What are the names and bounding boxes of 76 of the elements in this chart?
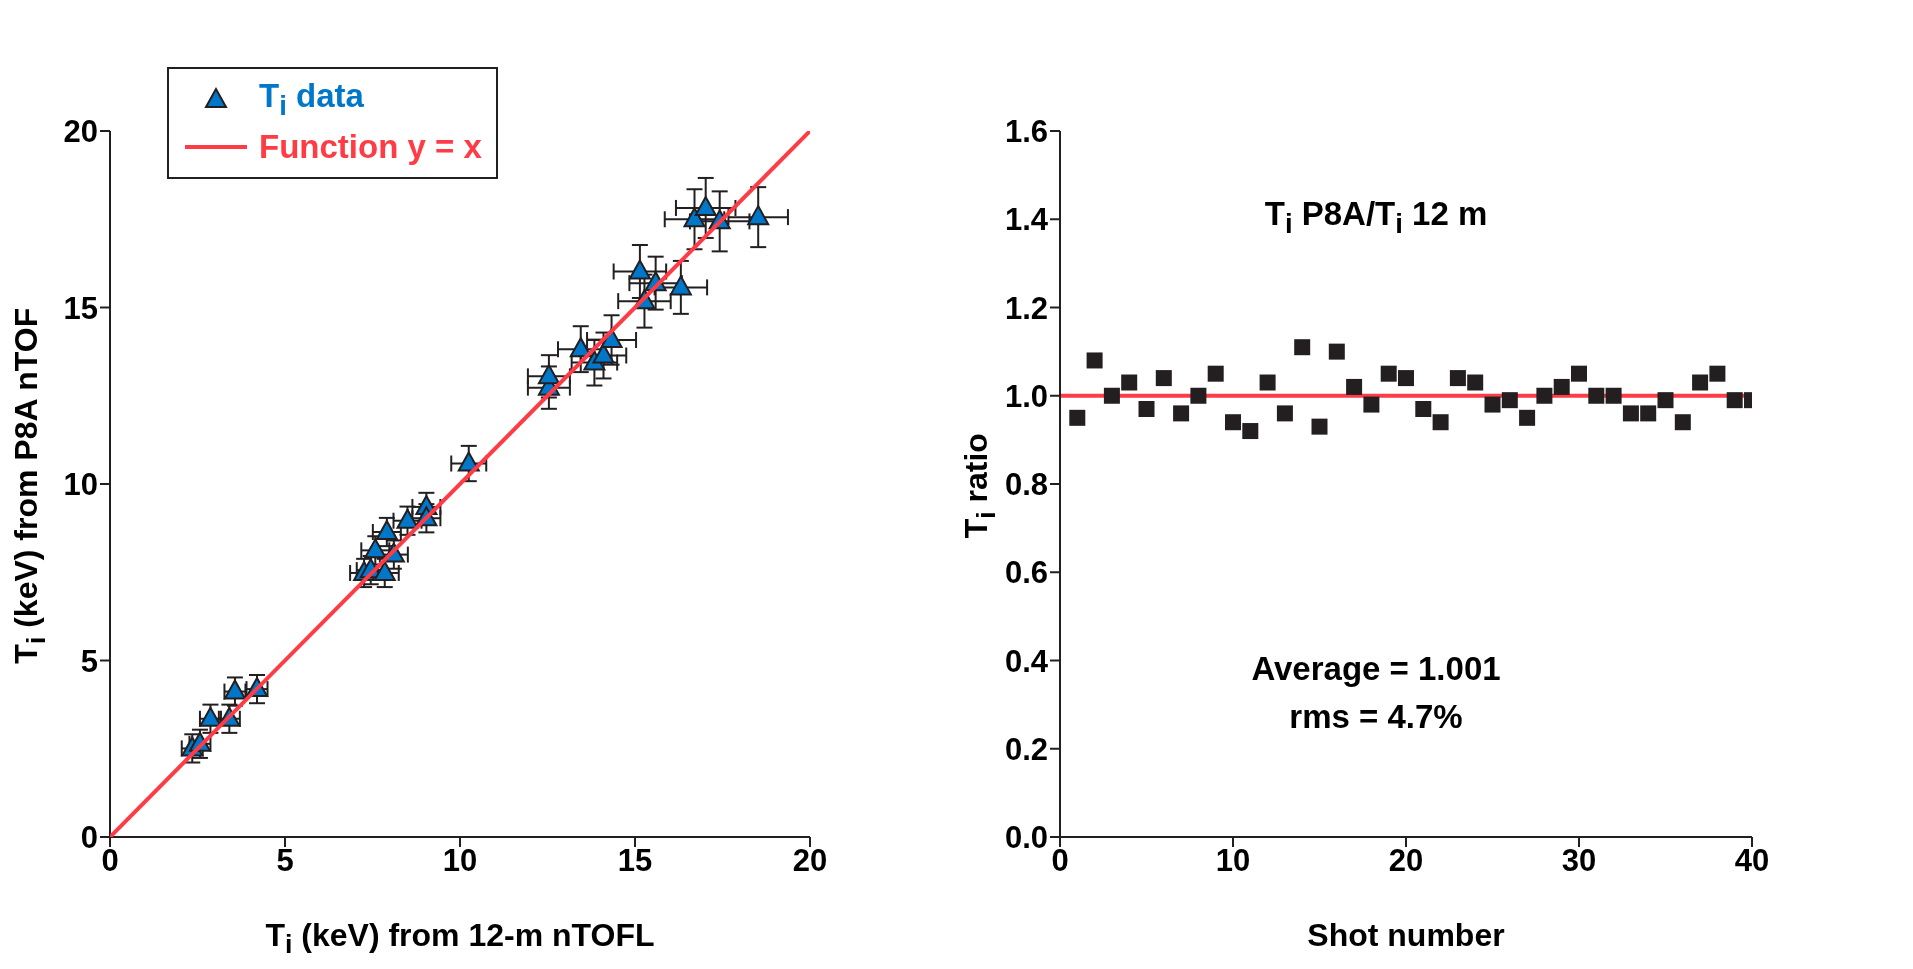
point — [1501, 392, 1518, 409]
point — [669, 275, 692, 296]
y-tick-label: 1.2 — [1004, 290, 1048, 326]
point — [1415, 400, 1432, 417]
point — [1173, 405, 1190, 422]
point — [1657, 392, 1674, 409]
point — [1398, 370, 1414, 387]
y-tick-label: 0 — [80, 820, 98, 856]
annotation: Average = 1.001 — [1250, 650, 1502, 688]
point — [694, 195, 717, 216]
point — [1588, 387, 1605, 404]
point — [1069, 409, 1086, 426]
point — [1207, 365, 1224, 382]
point — [747, 205, 770, 226]
point — [1103, 387, 1120, 404]
y-tick-label: 1.0 — [1004, 378, 1048, 414]
point — [1380, 365, 1397, 382]
x-tick-label: 10 — [442, 843, 478, 879]
point — [1605, 387, 1622, 404]
y-tick-label: 0.0 — [1004, 820, 1048, 856]
point — [1155, 370, 1172, 387]
point — [1692, 374, 1709, 391]
y-tick-label: 20 — [63, 114, 98, 150]
point — [1726, 392, 1743, 409]
point — [1519, 409, 1536, 426]
y-tick-label: 10 — [63, 467, 98, 503]
point — [1709, 365, 1726, 382]
point — [1346, 378, 1363, 395]
point — [1311, 418, 1328, 435]
y-tick-label: 1.6 — [1004, 114, 1048, 150]
point — [1449, 370, 1466, 387]
point — [1553, 378, 1570, 395]
y-tick-label: 15 — [63, 290, 98, 326]
point — [1225, 414, 1241, 431]
y-tick-label: 5 — [80, 643, 98, 679]
point — [1190, 387, 1207, 404]
x-tick-label: 20 — [792, 843, 828, 879]
point — [1276, 405, 1293, 422]
y-tick-label: 0.6 — [1004, 555, 1048, 591]
x-tick-label: 30 — [1561, 843, 1597, 879]
y-tick-label: 0.4 — [1004, 643, 1049, 679]
point — [1432, 414, 1449, 431]
point — [1484, 396, 1501, 413]
point — [1640, 405, 1657, 422]
x-tick-label: 20 — [1388, 843, 1424, 879]
point — [1086, 352, 1103, 369]
x-tick-label: 15 — [617, 843, 653, 879]
y-tick-label: 0.8 — [1004, 467, 1048, 503]
annotation: rms = 4.7% — [1288, 698, 1464, 736]
point — [1571, 365, 1587, 382]
x-tick-label: 40 — [1734, 843, 1770, 879]
point — [628, 259, 651, 280]
y-tick-label: 0.2 — [1004, 731, 1048, 767]
point — [1467, 374, 1484, 391]
point — [1138, 400, 1155, 417]
x-axis-title: Shot number — [1306, 917, 1506, 954]
point — [537, 364, 560, 385]
point — [1363, 396, 1380, 413]
x-tick-label: 10 — [1215, 843, 1251, 879]
legend-label: Function y = x — [259, 128, 482, 166]
annotation: T$_{i}$ P8A/T$_{i}$ 12 m — [1263, 195, 1489, 240]
point — [1121, 374, 1138, 391]
point — [1242, 423, 1259, 440]
point — [1622, 405, 1639, 422]
point — [1674, 414, 1691, 431]
legend-label: T$_{i}$ data — [259, 76, 364, 122]
x-tick-label: 5 — [276, 843, 294, 879]
y-tick-label: 1.4 — [1004, 202, 1049, 238]
point — [1259, 374, 1276, 391]
point — [375, 520, 398, 541]
point — [569, 337, 592, 358]
point — [1328, 343, 1345, 360]
point — [683, 207, 706, 228]
point — [1536, 387, 1553, 404]
point — [1294, 339, 1311, 356]
x-axis-title: T$_{i}$ (keV) from 12-m nTOFL — [264, 917, 656, 961]
